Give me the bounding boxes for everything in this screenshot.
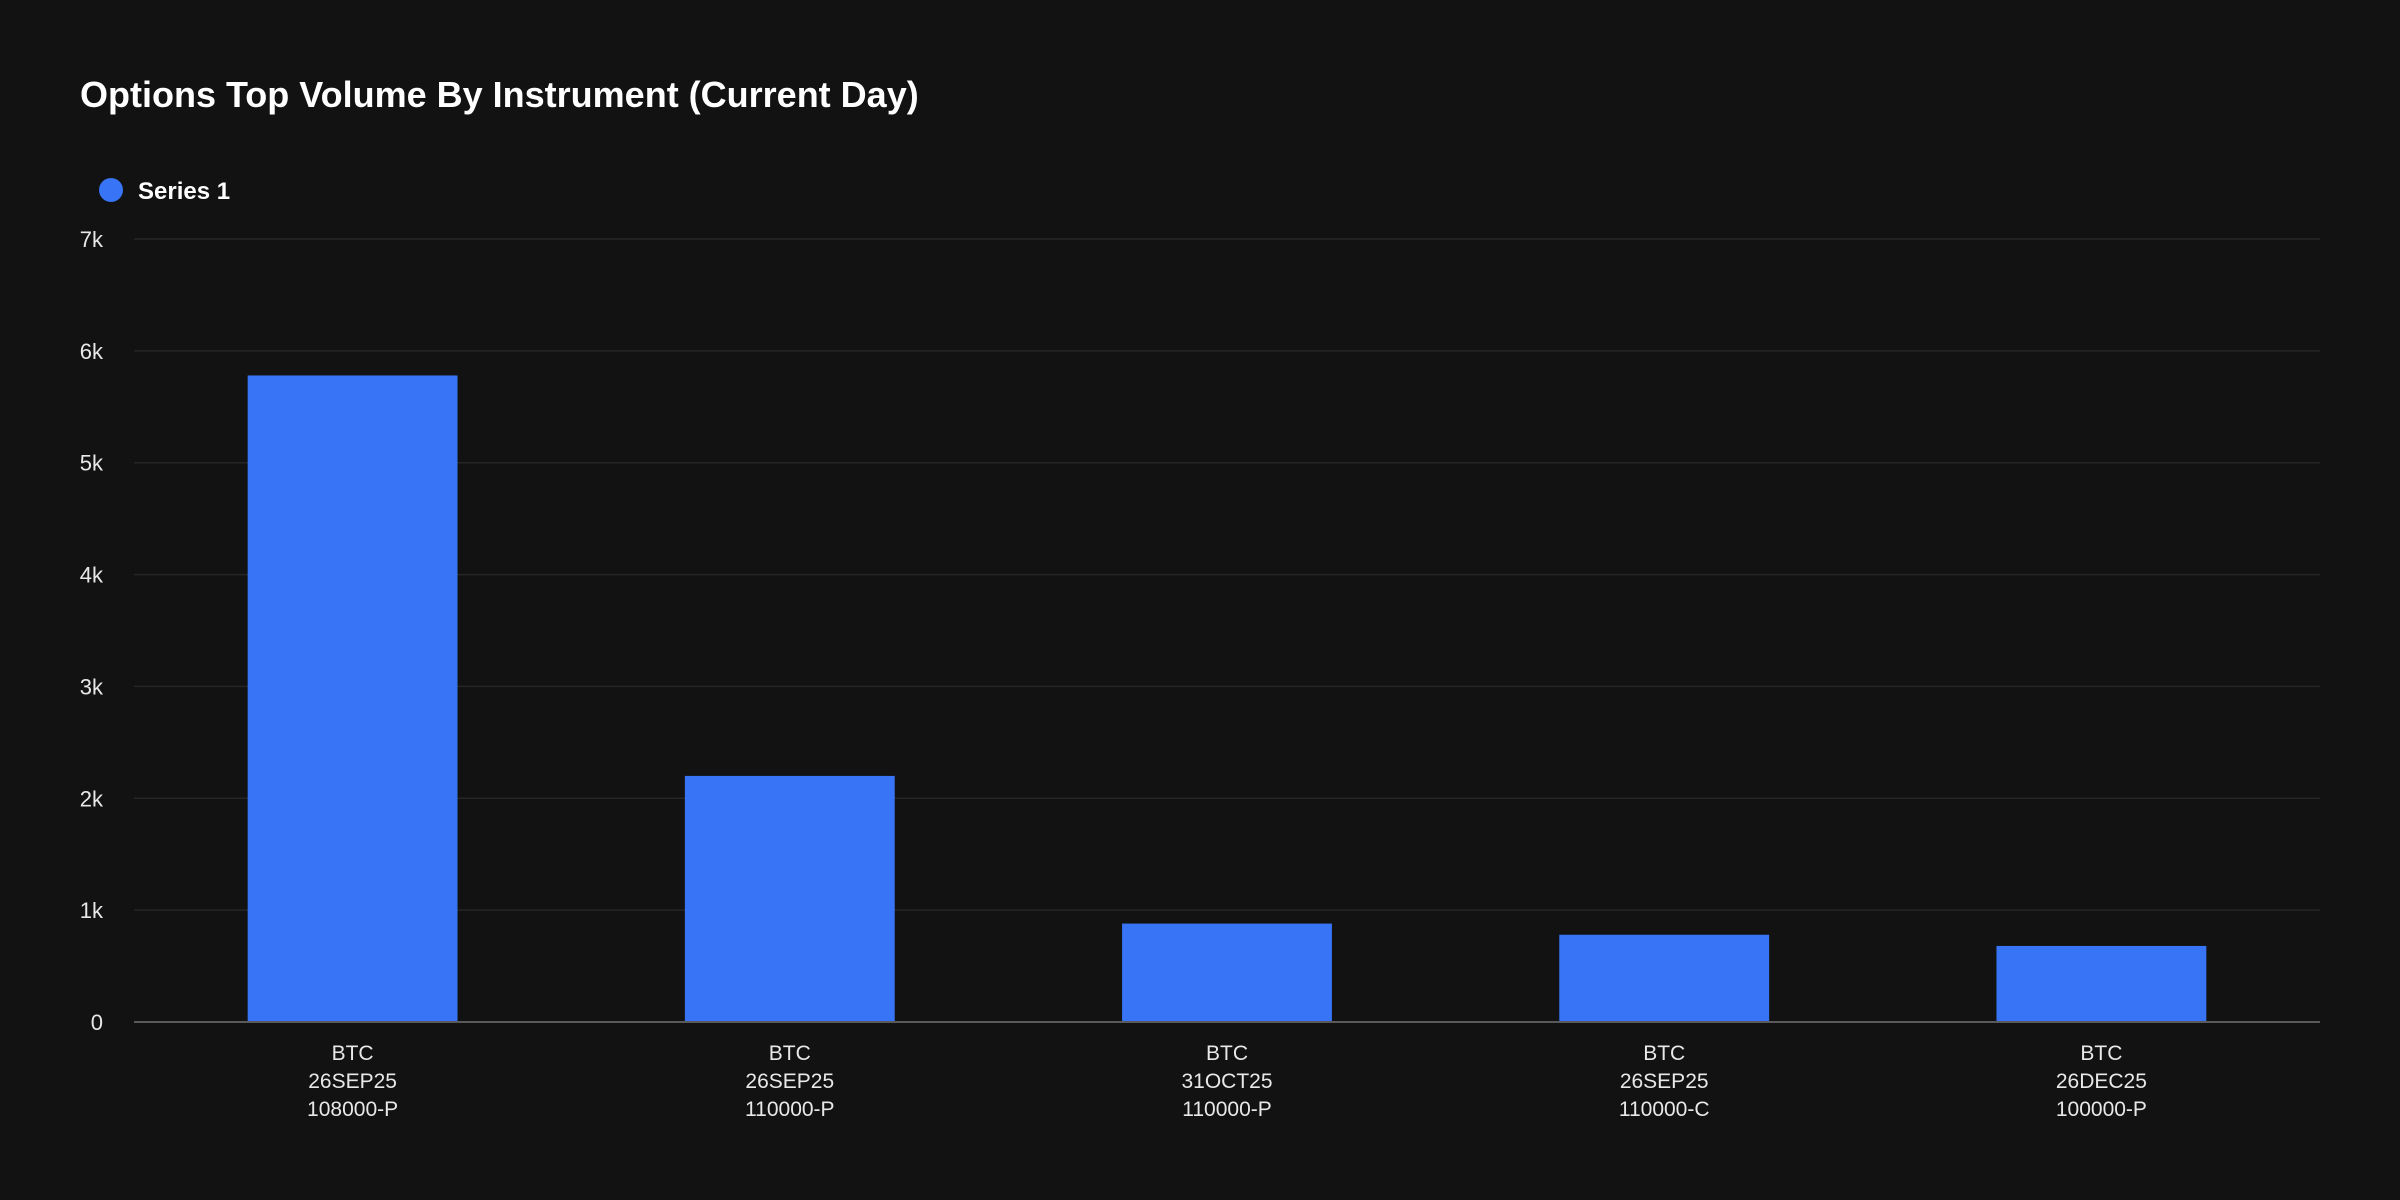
y-tick-label: 7k [80, 227, 104, 252]
legend-label-series-1[interactable]: Series 1 [138, 178, 230, 205]
bar[interactable] [684, 775, 895, 1022]
y-tick-label: 2k [80, 786, 104, 811]
x-tick-label: BTC 26SEP25 110000-P [745, 1042, 835, 1121]
x-tick-label-line: 100000-P [2056, 1098, 2147, 1121]
x-tick-label-line: 110000-C [1619, 1098, 1710, 1121]
x-axis: BTC 26SEP25 108000-P BTC 26SEP25 110000-P BTC 3… [307, 1042, 2147, 1121]
chart-title: Options Top Volume By Instrument (Curren… [80, 74, 919, 115]
x-tick-label: BTC 26DEC25 100000-P [2056, 1042, 2147, 1121]
bars [247, 375, 2207, 1023]
y-tick-label: 5k [80, 451, 104, 476]
x-tick-label-line: BTC [2080, 1042, 2122, 1065]
x-tick-label-line: 26SEP25 [1620, 1070, 1709, 1093]
x-tick-label-line: 108000-P [307, 1098, 398, 1121]
x-tick-label-line: BTC [332, 1042, 374, 1065]
y-axis: 0 1k 2k 3k 4k 5k 6k 7k [80, 227, 104, 1035]
legend-marker-series-1[interactable] [99, 178, 123, 202]
x-tick-label: BTC 26SEP25 110000-C [1619, 1042, 1710, 1121]
y-tick-label: 6k [80, 339, 104, 364]
y-tick-label: 1k [80, 898, 104, 923]
x-tick-label-line: 26SEP25 [745, 1070, 834, 1093]
x-tick-label-line: 31OCT25 [1181, 1070, 1272, 1093]
y-tick-label: 3k [80, 674, 104, 699]
bar[interactable] [247, 375, 458, 1023]
x-tick-label-line: 110000-P [1182, 1098, 1272, 1121]
y-tick-label: 0 [91, 1010, 103, 1035]
legend: Series 1 [99, 178, 230, 205]
bar[interactable] [1996, 945, 2207, 1022]
bar[interactable] [1122, 923, 1332, 1022]
x-tick-label-line: BTC [1643, 1042, 1685, 1065]
x-tick-label-line: 110000-P [745, 1098, 835, 1121]
x-tick-label: BTC 31OCT25 110000-P [1181, 1042, 1272, 1121]
x-tick-label-line: 26SEP25 [308, 1070, 397, 1093]
y-tick-label: 4k [80, 563, 104, 588]
grid-lines [134, 238, 2320, 911]
x-tick-label-line: BTC [1206, 1042, 1248, 1065]
bar[interactable] [1559, 934, 1770, 1022]
x-tick-label: BTC 26SEP25 108000-P [307, 1042, 398, 1121]
x-tick-label-line: 26DEC25 [2056, 1070, 2147, 1093]
x-tick-label-line: BTC [769, 1042, 811, 1065]
